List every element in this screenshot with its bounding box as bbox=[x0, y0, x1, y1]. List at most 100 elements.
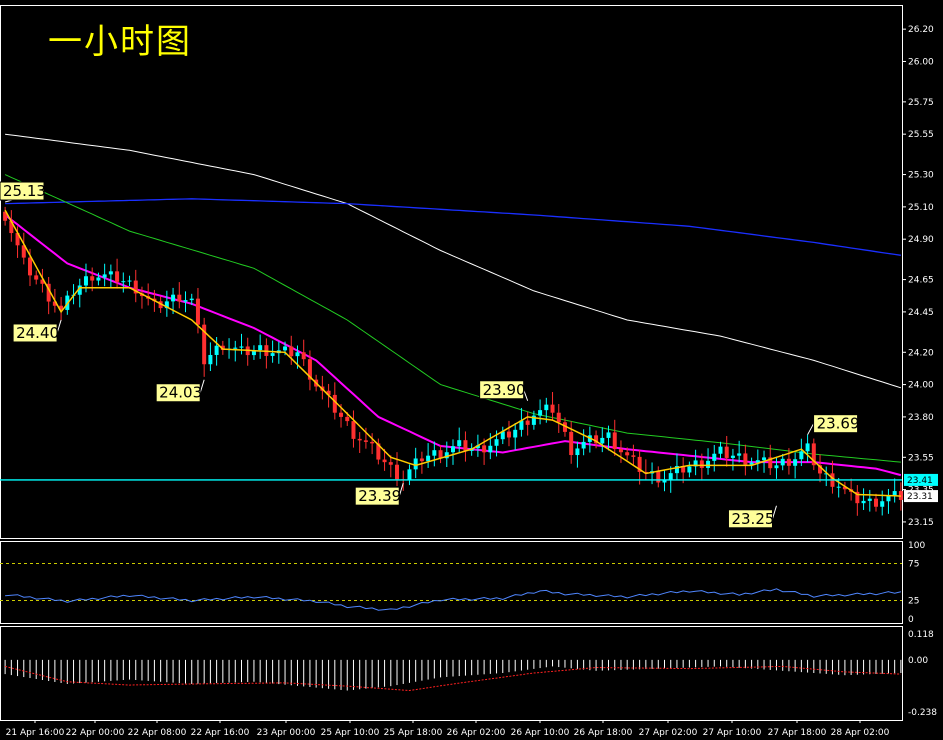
candle-body bbox=[202, 324, 207, 365]
candle-body bbox=[637, 456, 642, 472]
candle-body bbox=[631, 455, 636, 457]
annotation-label: 24.40 bbox=[16, 324, 59, 342]
candle-body bbox=[861, 500, 866, 504]
price-y-tick-label: 24.00 bbox=[908, 381, 934, 391]
candle-body bbox=[693, 460, 698, 467]
candle-body bbox=[426, 455, 431, 462]
candle-body bbox=[444, 452, 449, 459]
candle-body bbox=[233, 347, 238, 349]
macd-y-tick-label: 0.00 bbox=[908, 656, 928, 666]
candle-body bbox=[164, 301, 169, 309]
candle-body bbox=[824, 473, 829, 475]
x-tick-label: 27 Apr 10:00 bbox=[703, 728, 762, 738]
candle-body bbox=[345, 416, 350, 422]
candle-body bbox=[724, 446, 729, 458]
candle-body bbox=[594, 435, 599, 444]
candle-body bbox=[718, 446, 723, 454]
candle-body bbox=[618, 449, 623, 453]
x-tick-label: 22 Apr 00:00 bbox=[66, 728, 125, 738]
candle-body bbox=[46, 283, 51, 302]
candle-body bbox=[662, 480, 667, 483]
candle-body bbox=[612, 432, 617, 450]
price-y-tick-label: 23.80 bbox=[908, 413, 934, 423]
candle-body bbox=[749, 462, 754, 465]
candle-body bbox=[886, 495, 891, 502]
rsi-line bbox=[5, 588, 902, 611]
candle-body bbox=[519, 420, 524, 430]
candle-body bbox=[874, 498, 879, 507]
candle-body bbox=[538, 410, 543, 416]
candle-body bbox=[326, 390, 331, 395]
price-y-tick-label: 24.65 bbox=[908, 276, 934, 286]
candle-body bbox=[15, 233, 20, 246]
candle-body bbox=[799, 451, 804, 460]
candle-body bbox=[395, 464, 400, 480]
candle-body bbox=[34, 275, 39, 280]
candle-body bbox=[457, 440, 462, 447]
ma-mid-line bbox=[4, 214, 902, 477]
candle-body bbox=[96, 277, 101, 281]
rsi-panel-frame bbox=[0, 541, 903, 624]
candle-body bbox=[494, 439, 499, 446]
candle-body bbox=[270, 353, 275, 356]
macd-y-tick-label: -0.238 bbox=[908, 708, 937, 718]
candle-body bbox=[295, 352, 300, 357]
candle-body bbox=[681, 466, 686, 473]
candle-body bbox=[301, 352, 306, 360]
candle-body bbox=[108, 271, 113, 275]
candle-body bbox=[625, 452, 630, 456]
current-price-label: 23.31 bbox=[907, 492, 933, 502]
price-y-tick-label: 24.45 bbox=[908, 308, 934, 318]
candle-body bbox=[332, 394, 337, 413]
candle-body bbox=[786, 458, 791, 466]
candle-body bbox=[544, 404, 549, 411]
candle-body bbox=[699, 460, 704, 468]
annotation-box bbox=[155, 383, 201, 403]
hline-price-tag bbox=[904, 473, 938, 486]
x-tick-label: 22 Apr 16:00 bbox=[191, 728, 250, 738]
candle-body bbox=[127, 280, 132, 282]
candle-body bbox=[189, 298, 194, 301]
candle-body bbox=[668, 473, 673, 481]
candle-body bbox=[606, 432, 611, 438]
candle-body bbox=[793, 459, 798, 466]
candle-body bbox=[737, 453, 742, 456]
x-tick-label: 25 Apr 18:00 bbox=[384, 728, 443, 738]
candle-body bbox=[239, 346, 244, 348]
annotation-leader bbox=[771, 505, 777, 519]
candle-body bbox=[836, 486, 841, 488]
candle-body bbox=[9, 220, 14, 234]
annotation-label: 23.39 bbox=[358, 487, 401, 505]
rsi-y-tick-label: 100 bbox=[908, 541, 925, 551]
x-tick-label: 26 Apr 02:00 bbox=[447, 728, 506, 738]
candle-body bbox=[855, 491, 860, 504]
candle-body bbox=[581, 441, 586, 449]
candle-body bbox=[867, 498, 872, 501]
candle-body bbox=[525, 420, 530, 425]
candle-body bbox=[357, 438, 362, 441]
macd-panel-frame bbox=[0, 626, 903, 721]
candle-body bbox=[27, 257, 32, 276]
candle-body bbox=[251, 350, 256, 356]
candle-body bbox=[183, 300, 188, 302]
annotation-label: 23.90 bbox=[483, 381, 526, 399]
candle-body bbox=[488, 445, 493, 453]
candle-body bbox=[774, 465, 779, 469]
candle-body bbox=[842, 486, 847, 490]
candle-body bbox=[762, 457, 767, 461]
annotation-box bbox=[479, 380, 525, 400]
ma-fast-line bbox=[4, 209, 901, 497]
candle-body bbox=[575, 448, 580, 456]
macd-y-tick-label: 0.118 bbox=[908, 630, 934, 640]
candle-body bbox=[52, 301, 57, 306]
annotation-label: 23.69 bbox=[817, 415, 860, 433]
price-y-tick-label: 25.10 bbox=[908, 203, 934, 213]
candle-body bbox=[407, 469, 412, 481]
annotation-label: 24.03 bbox=[159, 384, 202, 402]
x-tick-label: 26 Apr 18:00 bbox=[574, 728, 633, 738]
x-tick-label: 27 Apr 18:00 bbox=[768, 728, 827, 738]
candle-body bbox=[307, 359, 312, 380]
candle-body bbox=[475, 445, 480, 449]
candle-body bbox=[432, 450, 437, 456]
